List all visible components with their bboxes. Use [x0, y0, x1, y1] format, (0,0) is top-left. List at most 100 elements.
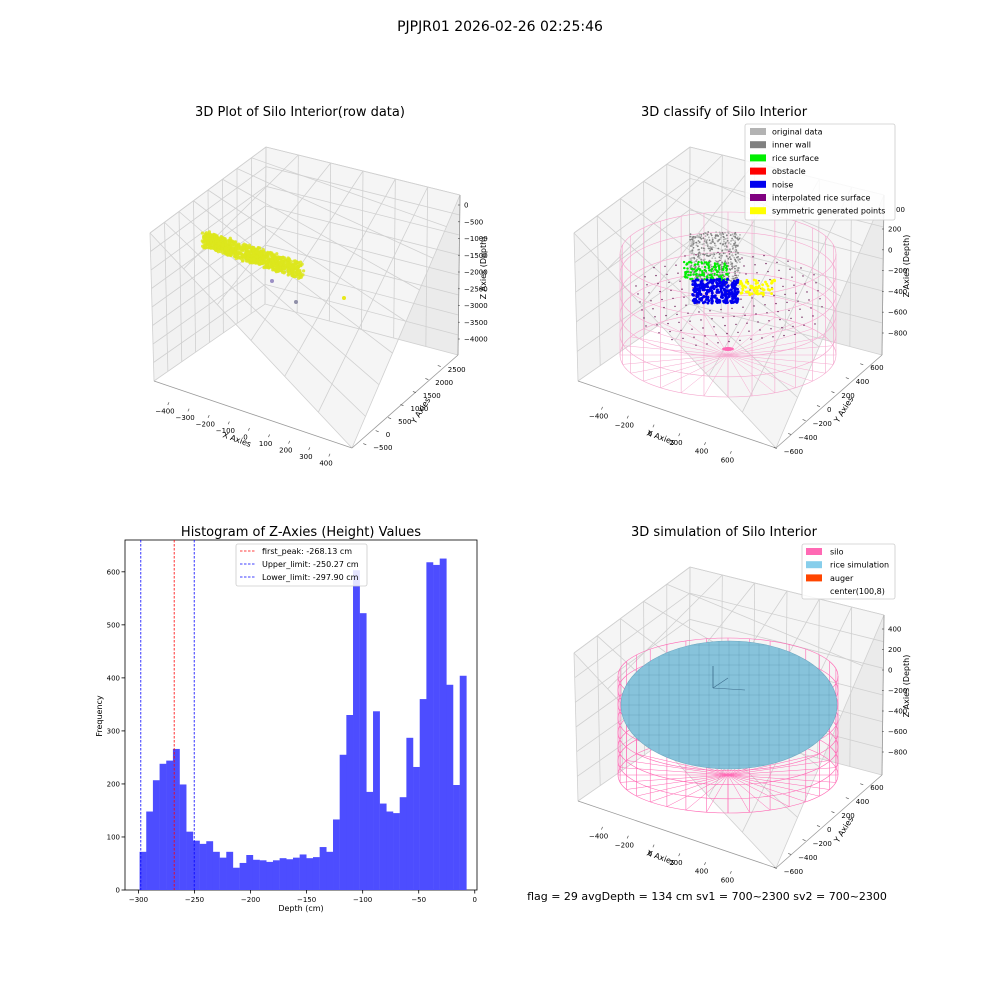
inner-wall-point — [731, 245, 734, 248]
raw-point — [295, 266, 299, 270]
inner-wall-point — [695, 244, 698, 247]
symmetric-point — [746, 282, 750, 285]
raw-point — [268, 264, 272, 268]
raw-point — [286, 258, 290, 262]
rice-surface-point — [697, 260, 700, 264]
interpolated-dot — [709, 310, 711, 312]
simulation-y-tick-mark — [845, 797, 849, 800]
noise-point — [691, 293, 695, 296]
inner-wall-point — [708, 259, 711, 262]
interpolated-dot — [685, 304, 687, 306]
symmetric-point — [756, 292, 760, 296]
simulation-y-tick-label: 0 — [827, 826, 831, 834]
legend-swatch — [750, 180, 766, 188]
inner-wall-point — [693, 253, 695, 256]
classify-y-tick-mark — [845, 377, 849, 380]
histogram-bar — [206, 841, 214, 890]
inner-wall-point — [711, 238, 714, 241]
inner-wall-point — [690, 259, 692, 261]
rice-surface-point — [713, 262, 717, 265]
rice-surface-point — [705, 276, 709, 279]
inner-wall-point — [711, 246, 714, 249]
raw-x-tick-mark — [268, 434, 270, 438]
simulation-x-label: X Axies — [645, 848, 676, 867]
inner-wall-point — [727, 257, 730, 260]
grid-line — [775, 614, 885, 869]
rice-surface-point — [683, 275, 686, 278]
silo-floor-spoke — [727, 354, 826, 374]
interpolated-dot — [740, 298, 742, 300]
simulation-x-tick-label: 400 — [695, 868, 708, 876]
raw-point — [285, 261, 289, 265]
raw-point — [206, 240, 210, 244]
raw-point — [257, 246, 261, 250]
legend-swatch — [750, 207, 766, 215]
rice-surface-point — [724, 266, 728, 270]
interpolated-dot — [776, 261, 778, 264]
histogram-bar — [152, 780, 160, 890]
raw-z-tick-label: −1500 — [464, 252, 488, 260]
interpolated-dot — [806, 291, 808, 293]
inner-wall-point — [701, 266, 703, 268]
legend-swatch — [806, 574, 822, 582]
interpolated-dot — [637, 293, 639, 295]
legend-label: symmetric generated points — [772, 207, 885, 216]
inner-wall-point — [718, 238, 721, 241]
rice-surface-point — [716, 262, 719, 265]
interpolated-dot — [698, 311, 700, 313]
raw-z-tick-label: −2500 — [464, 285, 488, 293]
raw-point — [220, 247, 224, 251]
grid-line — [688, 146, 691, 305]
interpolated-dot — [641, 309, 643, 311]
interpolated-dot — [780, 277, 782, 280]
noise-point — [721, 296, 724, 299]
inner-wall-point — [703, 253, 706, 256]
interpolated-dot — [794, 333, 796, 336]
histogram-bar — [232, 867, 240, 890]
x-tick-label: 0 — [473, 896, 477, 904]
rice-surface-point — [702, 273, 706, 276]
inner-wall-point — [697, 253, 700, 256]
interpolated-dot — [759, 329, 761, 331]
histogram-bar — [299, 854, 307, 890]
inner-wall-point — [737, 274, 740, 277]
raw-point — [275, 252, 279, 256]
interpolated-dot — [810, 307, 812, 309]
raw-point — [216, 250, 220, 254]
classify-y-tick-mark — [816, 405, 821, 408]
silo-floor-spoke — [706, 774, 729, 813]
rice-surface-point — [713, 264, 717, 267]
interpolated-dot — [724, 324, 726, 327]
raw-point — [288, 265, 293, 269]
rice-surface-point — [725, 265, 729, 268]
interpolated-dot — [788, 309, 790, 312]
interpolated-dot — [713, 326, 715, 328]
inner-wall-point — [729, 243, 732, 246]
inner-wall-point — [711, 265, 713, 268]
x-tick-label: −50 — [411, 896, 426, 904]
legend-label: noise — [772, 180, 793, 189]
interpolated-dot — [765, 262, 767, 265]
rice-surface-point — [714, 268, 717, 271]
interpolated-dot — [672, 297, 674, 300]
histogram-bar — [192, 840, 200, 890]
interpolated-dot — [801, 316, 803, 318]
classify-z-tick-label: −800 — [888, 330, 907, 338]
x-axis-line — [153, 380, 353, 449]
raw-point — [241, 243, 245, 247]
histogram-title: Histogram of Z-Axies (Height) Values — [181, 525, 421, 540]
raw-point — [300, 262, 304, 266]
raw-x-tick-label: 100 — [259, 440, 272, 448]
panel-raw-3d: 3D Plot of Silo Interior(row data) −400−… — [149, 105, 488, 467]
raw-point — [290, 269, 295, 273]
histogram-bar — [419, 699, 427, 890]
x-tick-label: −300 — [129, 896, 148, 904]
interpolated-dot — [746, 322, 748, 324]
noise-point — [710, 299, 714, 303]
simulation-z-ticks: 400 200 0 −200 −400 −600 −800 — [882, 626, 907, 757]
rice-surface-point — [707, 263, 710, 267]
noise-point — [734, 297, 738, 301]
silo-floor-spoke — [727, 753, 820, 776]
inner-wall-point — [706, 239, 709, 241]
